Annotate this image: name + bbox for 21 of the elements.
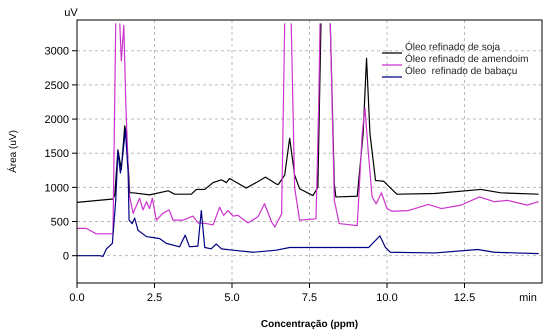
legend-label: Óleo refinado de soja <box>405 41 500 53</box>
legend-label: Óleo refinado de amendoim <box>405 53 528 65</box>
legend-label: Óleo refinado de babaçu <box>405 65 518 77</box>
x-tick-label: 5.0 <box>224 292 240 304</box>
text: uV <box>64 7 78 19</box>
line-series <box>77 128 540 257</box>
y-tick-label: 2500 <box>44 80 69 92</box>
y-tick-label: 3000 <box>44 46 69 58</box>
x-tick-label: 12.5 <box>454 292 476 304</box>
x-tick-label: 2.5 <box>146 292 162 304</box>
text: min <box>519 292 537 304</box>
x-tick-label: 0.0 <box>69 292 85 304</box>
y-axis-title: Área (uV) <box>7 130 19 173</box>
y-tick-label: 500 <box>50 216 69 229</box>
x-tick-label: 10.0 <box>376 292 398 304</box>
y-tick-label: 1500 <box>44 148 69 160</box>
x-axis-title: Concentração (ppm) <box>260 319 358 330</box>
y-tick-label: 2000 <box>44 114 69 126</box>
y-tick-label: 0 <box>62 250 69 263</box>
x-tick-label: 7.5 <box>302 292 318 304</box>
y-tick-label: 1000 <box>44 182 69 194</box>
